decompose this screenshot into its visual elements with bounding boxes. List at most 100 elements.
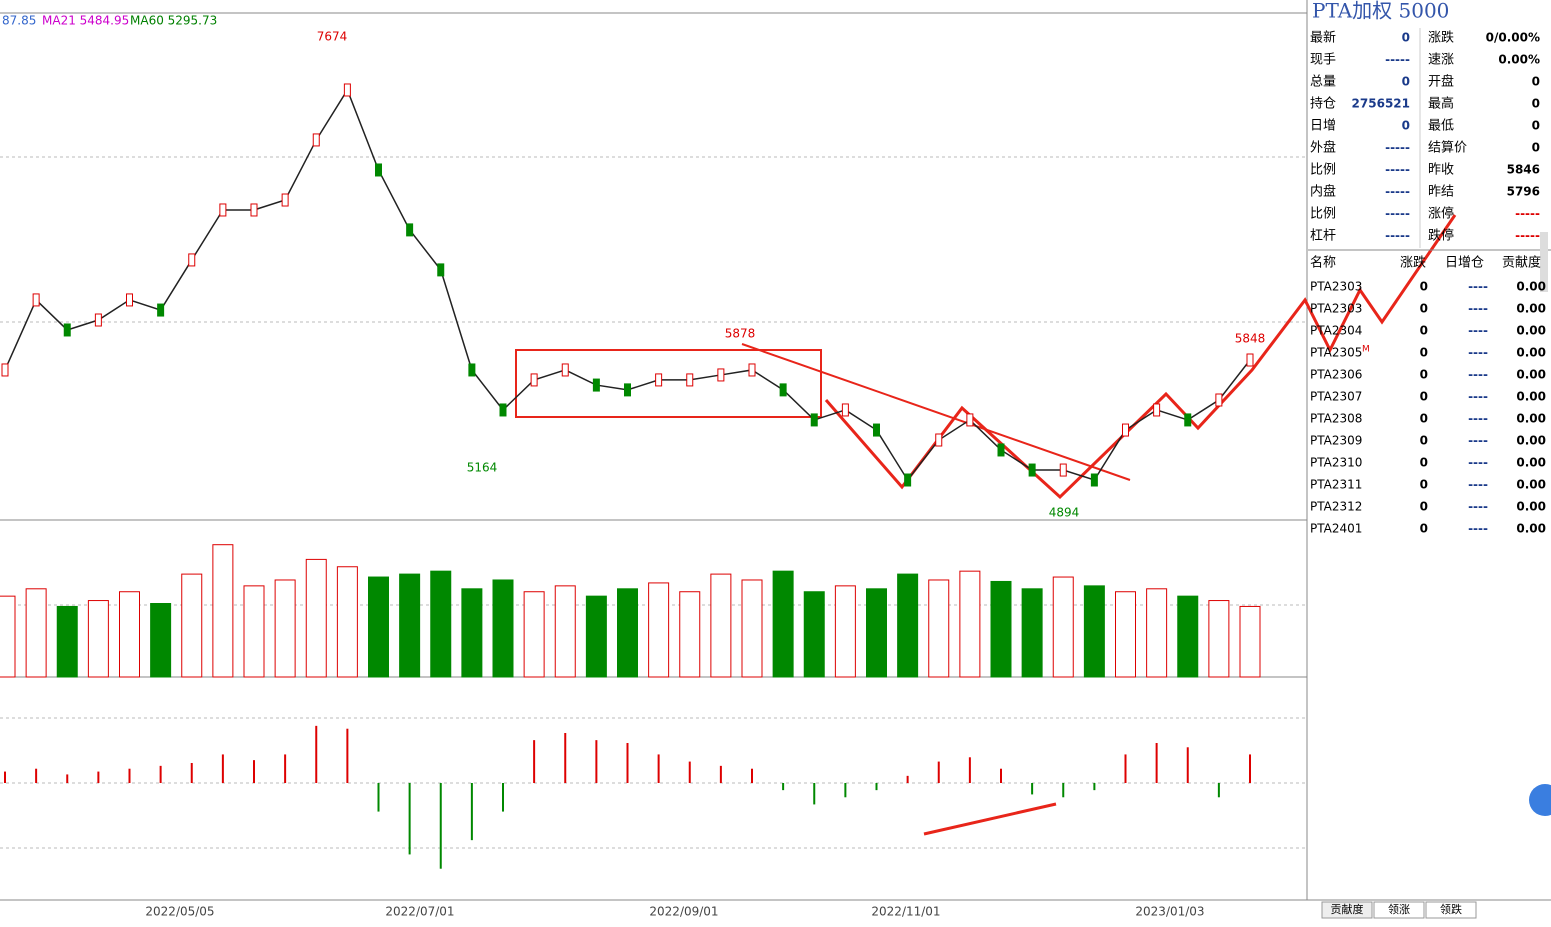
tab-label: 领涨 — [1388, 903, 1410, 916]
candle — [966, 413, 974, 427]
candle — [1184, 413, 1192, 427]
tab[interactable] — [1321, 901, 1373, 919]
cell: ---- — [1468, 302, 1488, 316]
cell: 0.00 — [1516, 500, 1546, 514]
volume-bar — [492, 579, 514, 678]
macd-bar — [1000, 768, 1002, 783]
field-value: 0/0.00% — [1486, 31, 1540, 45]
candle — [1059, 463, 1067, 477]
candle — [406, 223, 414, 237]
volume-bar — [336, 566, 358, 678]
macd-bar — [1124, 754, 1127, 783]
field-label: 跌停 — [1428, 228, 1454, 244]
macd-bar — [315, 725, 318, 783]
legend-ma60: MA60 5295.73 — [130, 14, 217, 28]
macd-bar — [533, 740, 536, 783]
field-value: ----- — [1385, 185, 1410, 199]
field-value: ----- — [1385, 207, 1410, 221]
candle — [873, 423, 880, 437]
cell: 0 — [1420, 302, 1428, 316]
macd-bar — [284, 754, 287, 783]
legend-ma: 87.85 — [2, 14, 36, 28]
cell: PTA2306 — [1310, 368, 1362, 382]
volume-bar — [119, 591, 140, 678]
cell: ---- — [1468, 434, 1488, 448]
scrollbar[interactable] — [1540, 232, 1548, 292]
x-tick-label: 2023/01/03 — [1135, 905, 1204, 919]
candle — [904, 473, 912, 487]
candle — [748, 363, 756, 377]
volume-bar — [803, 591, 825, 678]
volume-bar — [834, 585, 856, 678]
volume-bar — [897, 573, 919, 678]
field-value: 0 — [1402, 119, 1410, 133]
cell: PTA2310 — [1310, 456, 1362, 470]
field-label: 日增 — [1310, 119, 1336, 134]
candle — [935, 433, 943, 447]
field-value: 0 — [1402, 31, 1410, 45]
tab[interactable] — [1373, 901, 1425, 919]
cell: ---- — [1468, 456, 1488, 470]
cell: PTA2312 — [1310, 500, 1362, 514]
cell: 0.00 — [1516, 456, 1546, 470]
volume-bar — [617, 588, 638, 678]
field-label: 结算价 — [1428, 141, 1467, 156]
volume-bar — [461, 588, 483, 678]
volume-bar — [150, 603, 172, 678]
candle — [343, 83, 351, 97]
field-value: ----- — [1385, 141, 1410, 155]
macd-bar — [221, 754, 224, 783]
quote-table: 最新 0 涨跌 0/0.00% 现手 ----- 速涨 0.00% 总量 0 开盘 0 持仓 275652… — [1310, 30, 1540, 244]
annotation: 5848 — [1235, 332, 1266, 346]
volume-bar — [1208, 600, 1230, 678]
volume-bar — [772, 570, 794, 678]
volume-bar — [554, 585, 576, 678]
field-value: ----- — [1385, 229, 1410, 243]
field-value: 5846 — [1507, 163, 1540, 177]
macd-bar — [408, 783, 411, 855]
collapse-button[interactable] — [1529, 784, 1551, 816]
volume-bar — [1021, 588, 1043, 678]
macd-bar — [4, 771, 6, 783]
cell: PTA2401 — [1310, 522, 1362, 536]
candle — [1, 363, 9, 377]
field-label: 最高 — [1428, 96, 1454, 112]
tab-label: 贡献度 — [1331, 902, 1364, 916]
field-value: ----- — [1515, 229, 1540, 243]
cell: 0 — [1420, 390, 1428, 404]
candle — [468, 363, 476, 377]
cell: 0.00 — [1516, 412, 1546, 426]
candle — [1090, 473, 1098, 487]
macd-bar — [1062, 783, 1065, 798]
candle — [437, 263, 445, 277]
volume-bar — [56, 605, 78, 678]
volume-bar — [1052, 576, 1074, 678]
cell: 0 — [1420, 522, 1428, 536]
candle — [530, 373, 538, 387]
cell: 0 — [1420, 368, 1428, 382]
macd-bar — [159, 765, 162, 783]
candle — [655, 373, 663, 387]
field-value: ----- — [1385, 53, 1410, 67]
cell: ---- — [1468, 324, 1488, 338]
tab[interactable] — [1425, 901, 1477, 919]
volume-bar — [1146, 588, 1168, 678]
macd-bar — [35, 768, 38, 783]
cell: 0.00 — [1516, 522, 1546, 536]
macd-bar — [844, 783, 847, 798]
field-label: 外盘 — [1310, 140, 1336, 156]
macd-bar — [906, 775, 909, 783]
cell: 0 — [1420, 412, 1428, 426]
annotation: 5164 — [467, 461, 498, 475]
volume-bar — [368, 576, 389, 678]
cell: 0 — [1420, 324, 1428, 338]
volume-bar — [1239, 605, 1261, 678]
cell: 0.00 — [1516, 324, 1546, 338]
legend-ma21: MA21 5484.95 — [42, 14, 129, 28]
plot: 2022/05/05 2022/07/01 2022/09/01 2022/11/01… — [0, 83, 1261, 919]
cell: 0.00 — [1516, 346, 1546, 360]
volume-bar — [741, 579, 763, 678]
contract-table: 名称 涨跌 日增仓 贡献度 PTA2303 0 ---- 0.00 PTA2303 0 ---- 0.… — [1310, 255, 1546, 536]
volume-bar — [0, 595, 16, 678]
